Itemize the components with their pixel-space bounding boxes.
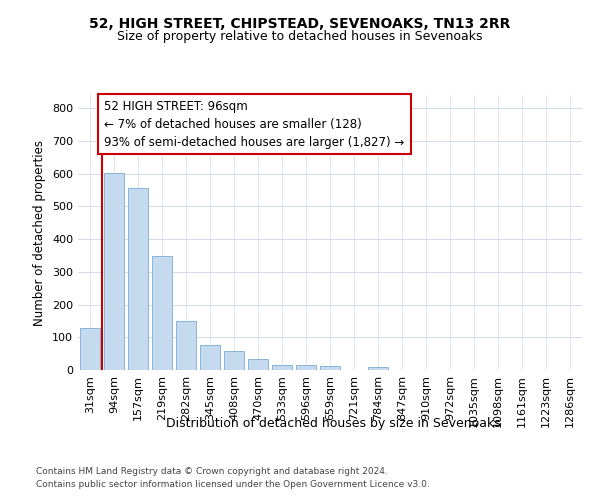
Text: 52, HIGH STREET, CHIPSTEAD, SEVENOAKS, TN13 2RR: 52, HIGH STREET, CHIPSTEAD, SEVENOAKS, T…	[89, 18, 511, 32]
Text: 52 HIGH STREET: 96sqm
← 7% of detached houses are smaller (128)
93% of semi-deta: 52 HIGH STREET: 96sqm ← 7% of detached h…	[104, 100, 404, 148]
Bar	[248, 359, 268, 370]
Bar	[224, 352, 244, 370]
Bar	[104, 172, 124, 370]
Y-axis label: Number of detached properties: Number of detached properties	[34, 140, 46, 326]
Text: Contains public sector information licensed under the Open Government Licence v3: Contains public sector information licen…	[36, 480, 430, 489]
Bar	[176, 321, 196, 370]
Bar	[368, 368, 388, 370]
Bar	[200, 345, 220, 370]
Text: Distribution of detached houses by size in Sevenoaks: Distribution of detached houses by size …	[166, 418, 500, 430]
Text: Size of property relative to detached houses in Sevenoaks: Size of property relative to detached ho…	[117, 30, 483, 43]
Bar	[296, 366, 316, 370]
Bar	[272, 365, 292, 370]
Bar	[152, 256, 172, 370]
Text: Contains HM Land Registry data © Crown copyright and database right 2024.: Contains HM Land Registry data © Crown c…	[36, 467, 388, 476]
Bar	[80, 328, 100, 370]
Bar	[128, 188, 148, 370]
Bar	[320, 366, 340, 370]
